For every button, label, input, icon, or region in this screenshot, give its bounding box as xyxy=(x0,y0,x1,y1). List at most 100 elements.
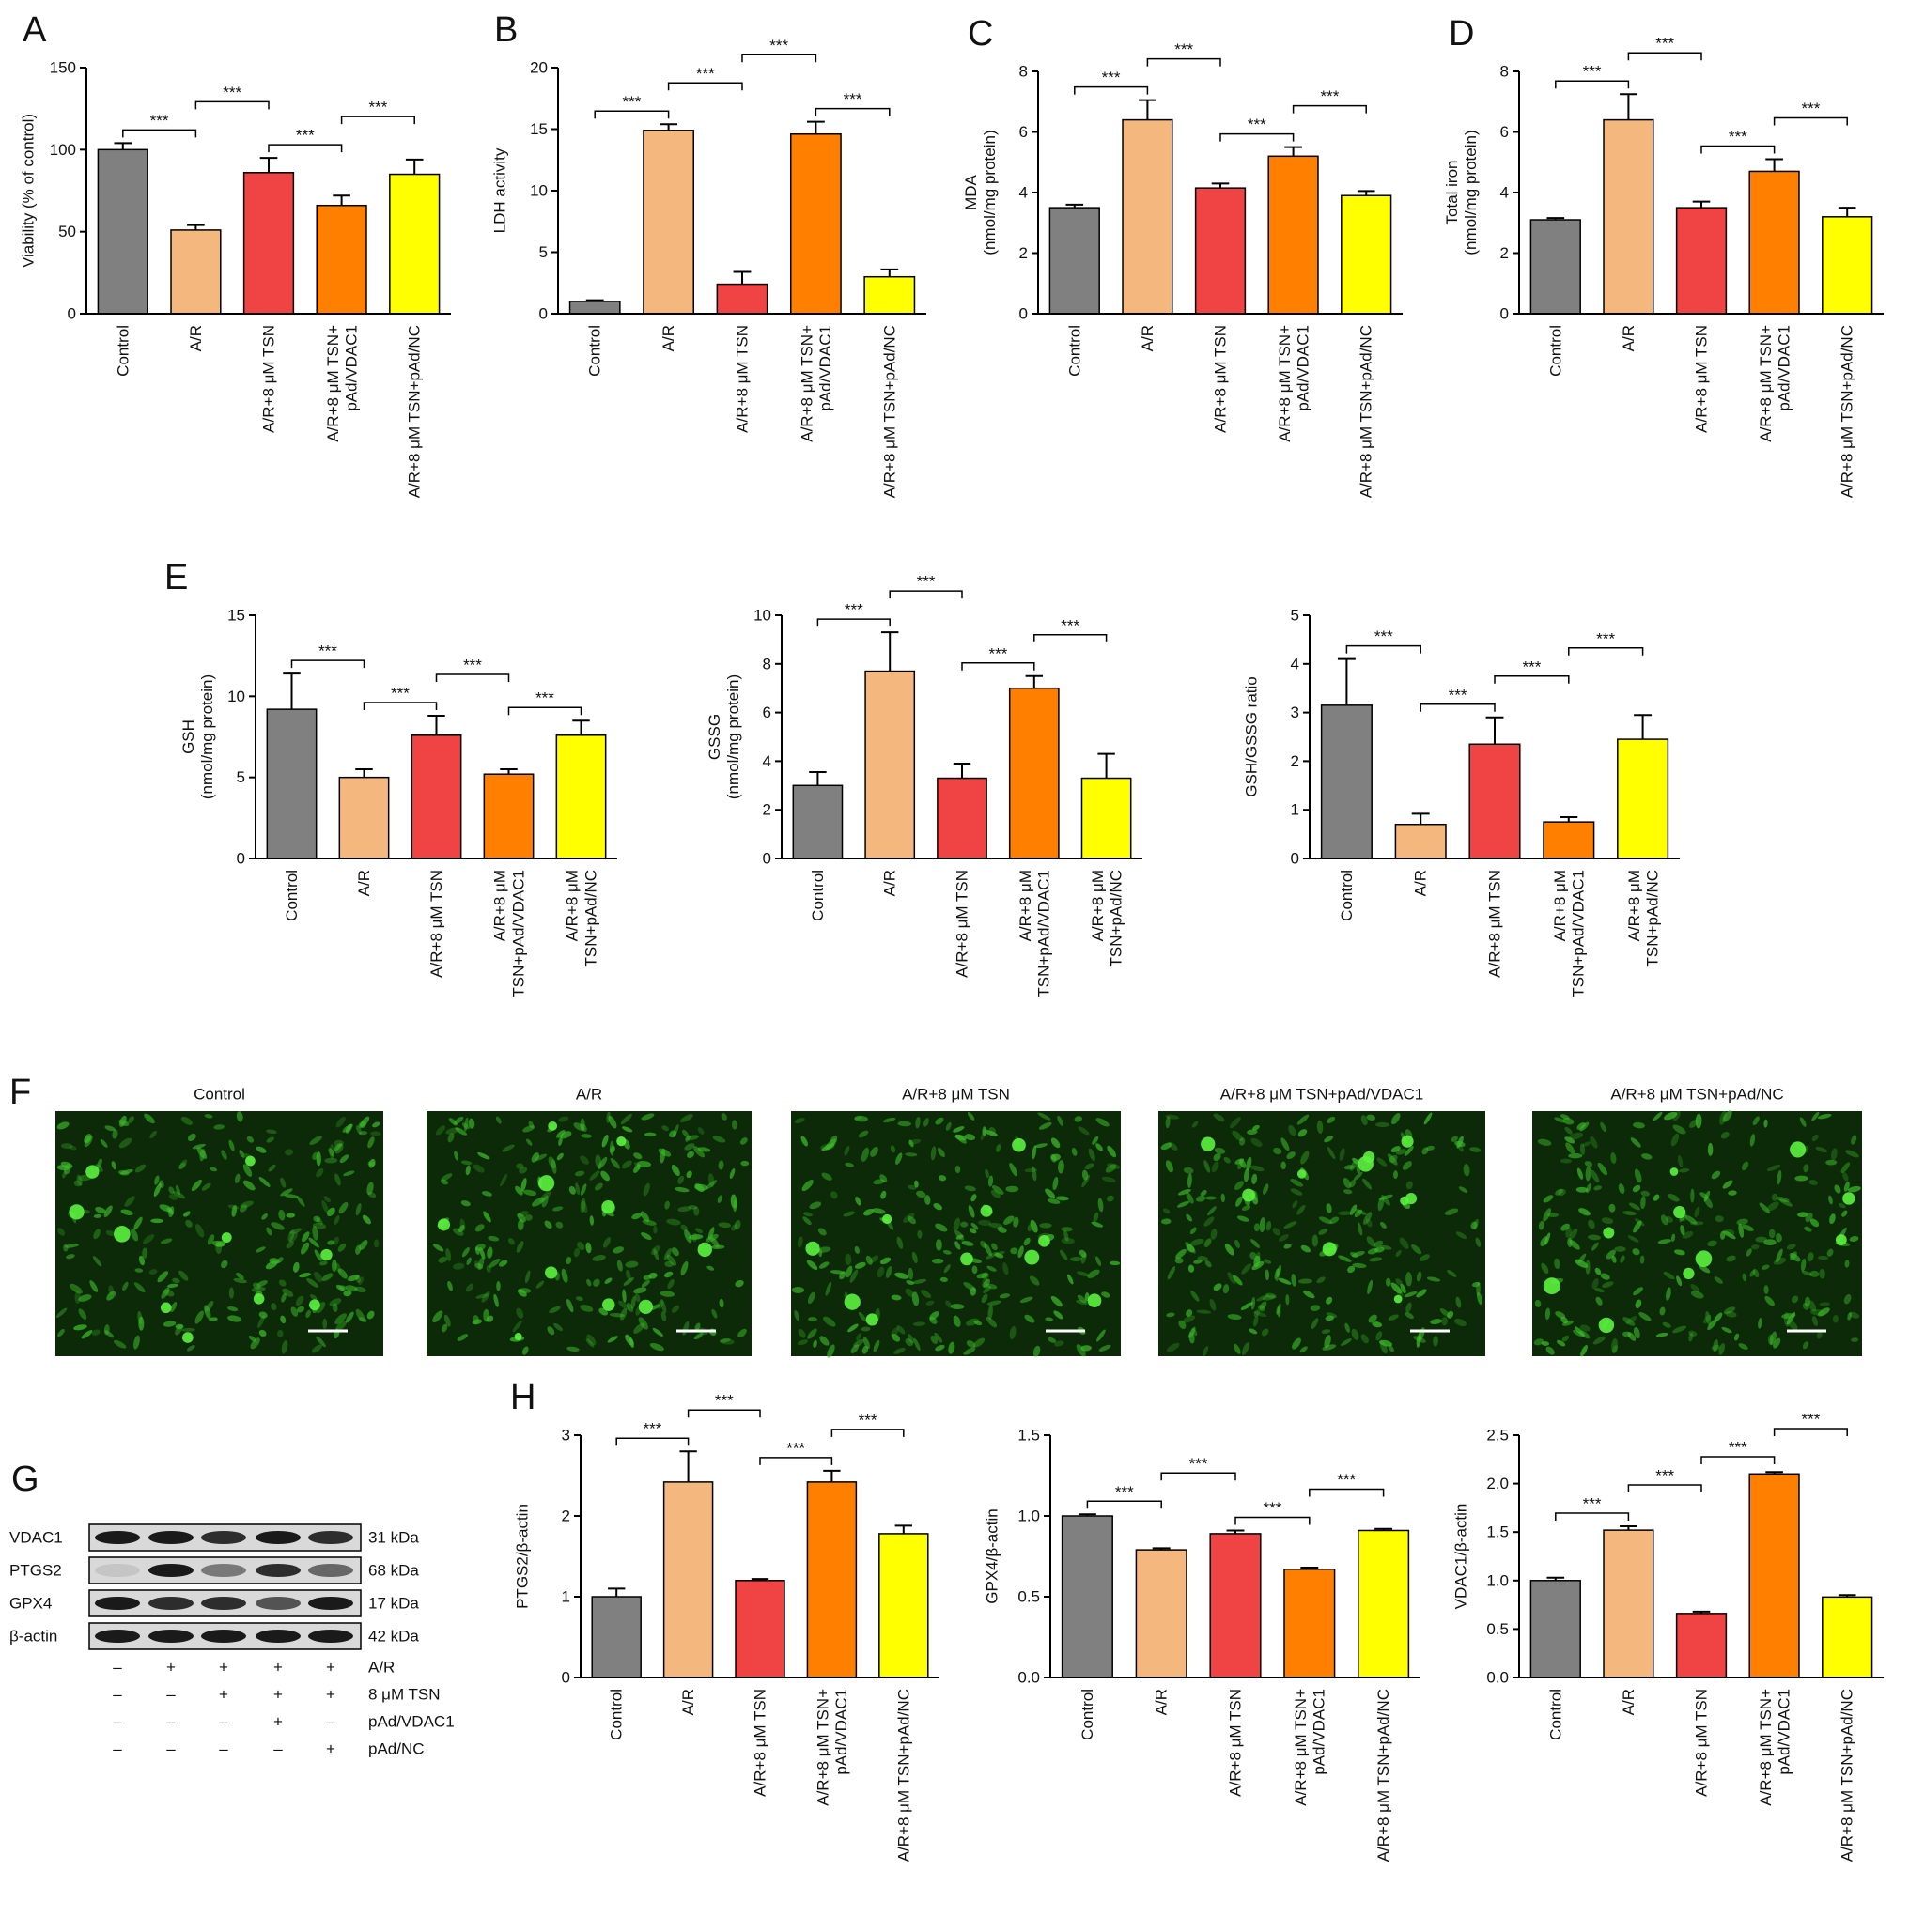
significance-label: *** xyxy=(1655,1467,1674,1485)
cell xyxy=(354,1286,366,1293)
cell xyxy=(1602,1281,1614,1289)
cell xyxy=(1633,1287,1643,1296)
cell xyxy=(1187,1264,1195,1273)
cell xyxy=(1554,1117,1566,1123)
cell xyxy=(933,1202,943,1211)
cell xyxy=(185,1219,193,1228)
blot-band xyxy=(148,1564,194,1577)
condition-sign: + xyxy=(273,1713,283,1731)
blot-band xyxy=(95,1564,140,1577)
x-tick-label: A/R xyxy=(881,870,899,896)
cell xyxy=(211,1240,225,1247)
cell xyxy=(1186,1309,1193,1317)
cell xyxy=(843,1211,855,1217)
cell xyxy=(1736,1218,1748,1226)
cell xyxy=(1039,1223,1052,1229)
x-tick-label: A/R xyxy=(660,325,677,351)
bright-cell xyxy=(601,1298,615,1311)
cell xyxy=(661,1125,669,1132)
blot-band xyxy=(201,1630,246,1643)
cell xyxy=(479,1247,486,1260)
cell xyxy=(600,1170,610,1182)
cell xyxy=(160,1238,173,1244)
bright-cell xyxy=(1598,1317,1615,1334)
y-tick-label: 0.0 xyxy=(1017,1669,1040,1687)
bright-cell xyxy=(1038,1235,1050,1247)
cell xyxy=(1802,1341,1809,1350)
cell xyxy=(1338,1211,1352,1216)
cell xyxy=(1174,1257,1184,1264)
cell xyxy=(1825,1159,1838,1166)
cell xyxy=(735,1279,744,1288)
bar xyxy=(937,777,987,859)
bar xyxy=(1543,821,1595,859)
cell xyxy=(1421,1147,1429,1155)
cell xyxy=(1543,1208,1552,1222)
cell xyxy=(1378,1194,1393,1200)
y-tick-label: 10 xyxy=(227,688,245,705)
cell xyxy=(806,1260,818,1271)
cell xyxy=(1374,1240,1384,1248)
cell xyxy=(935,1223,948,1232)
cell xyxy=(872,1208,886,1214)
cell xyxy=(930,1146,937,1161)
cell xyxy=(675,1186,690,1193)
cell xyxy=(1259,1301,1267,1310)
cell xyxy=(236,1111,243,1122)
cell xyxy=(1165,1116,1171,1129)
cell xyxy=(938,1175,947,1182)
cell xyxy=(1546,1213,1559,1217)
cell xyxy=(142,1247,148,1259)
cell xyxy=(986,1265,997,1272)
y-tick-label: 5 xyxy=(1291,607,1299,625)
y-tick-label: 1.5 xyxy=(1017,1427,1040,1445)
cell xyxy=(663,1271,674,1278)
cell xyxy=(954,1241,961,1250)
cell xyxy=(794,1118,805,1124)
cell xyxy=(552,1206,564,1212)
cell xyxy=(1659,1306,1666,1316)
cell xyxy=(1376,1157,1388,1167)
cell xyxy=(1663,1271,1675,1280)
cell xyxy=(1092,1136,1099,1145)
y-tick-label: 2.0 xyxy=(1486,1475,1509,1492)
y-tick-label: 6 xyxy=(1019,123,1028,141)
significance-bracket xyxy=(815,107,891,116)
significance-bracket xyxy=(667,82,743,91)
cell xyxy=(1285,1293,1290,1306)
x-tick-label: A/R+8 μM TSN+pAd/NC xyxy=(894,1689,912,1862)
y-tick-label: 2 xyxy=(562,1507,570,1525)
cell xyxy=(830,1270,845,1275)
cell xyxy=(1246,1156,1252,1171)
cell xyxy=(1209,1298,1217,1311)
cell xyxy=(1377,1197,1385,1212)
cell xyxy=(1766,1165,1781,1171)
condition-sign: – xyxy=(219,1713,228,1731)
bar xyxy=(1048,207,1100,315)
cell xyxy=(1625,1316,1637,1324)
cell xyxy=(1204,1260,1212,1268)
cell xyxy=(1186,1192,1194,1204)
cell xyxy=(720,1338,731,1343)
cell xyxy=(1203,1160,1211,1173)
y-tick-label: 0.0 xyxy=(1486,1669,1509,1687)
cell xyxy=(321,1273,334,1282)
significance-bracket xyxy=(1568,647,1644,656)
cell xyxy=(794,1310,800,1321)
cell xyxy=(519,1167,528,1174)
y-axis-label: Total iron(nmol/mg protein) xyxy=(1443,130,1480,255)
cell xyxy=(908,1138,922,1145)
x-tick-label: Control xyxy=(1079,1689,1096,1740)
cell xyxy=(1578,1208,1591,1216)
cell xyxy=(289,1231,298,1243)
significance-label: *** xyxy=(1449,686,1467,703)
cell xyxy=(366,1182,374,1196)
cell xyxy=(481,1291,490,1303)
cell xyxy=(278,1279,287,1287)
cell xyxy=(455,1127,468,1136)
bar xyxy=(338,776,390,859)
y-tick-label: 4 xyxy=(763,752,771,770)
bright-cell xyxy=(545,1266,558,1279)
cell xyxy=(239,1150,245,1158)
cell xyxy=(1666,1287,1671,1301)
